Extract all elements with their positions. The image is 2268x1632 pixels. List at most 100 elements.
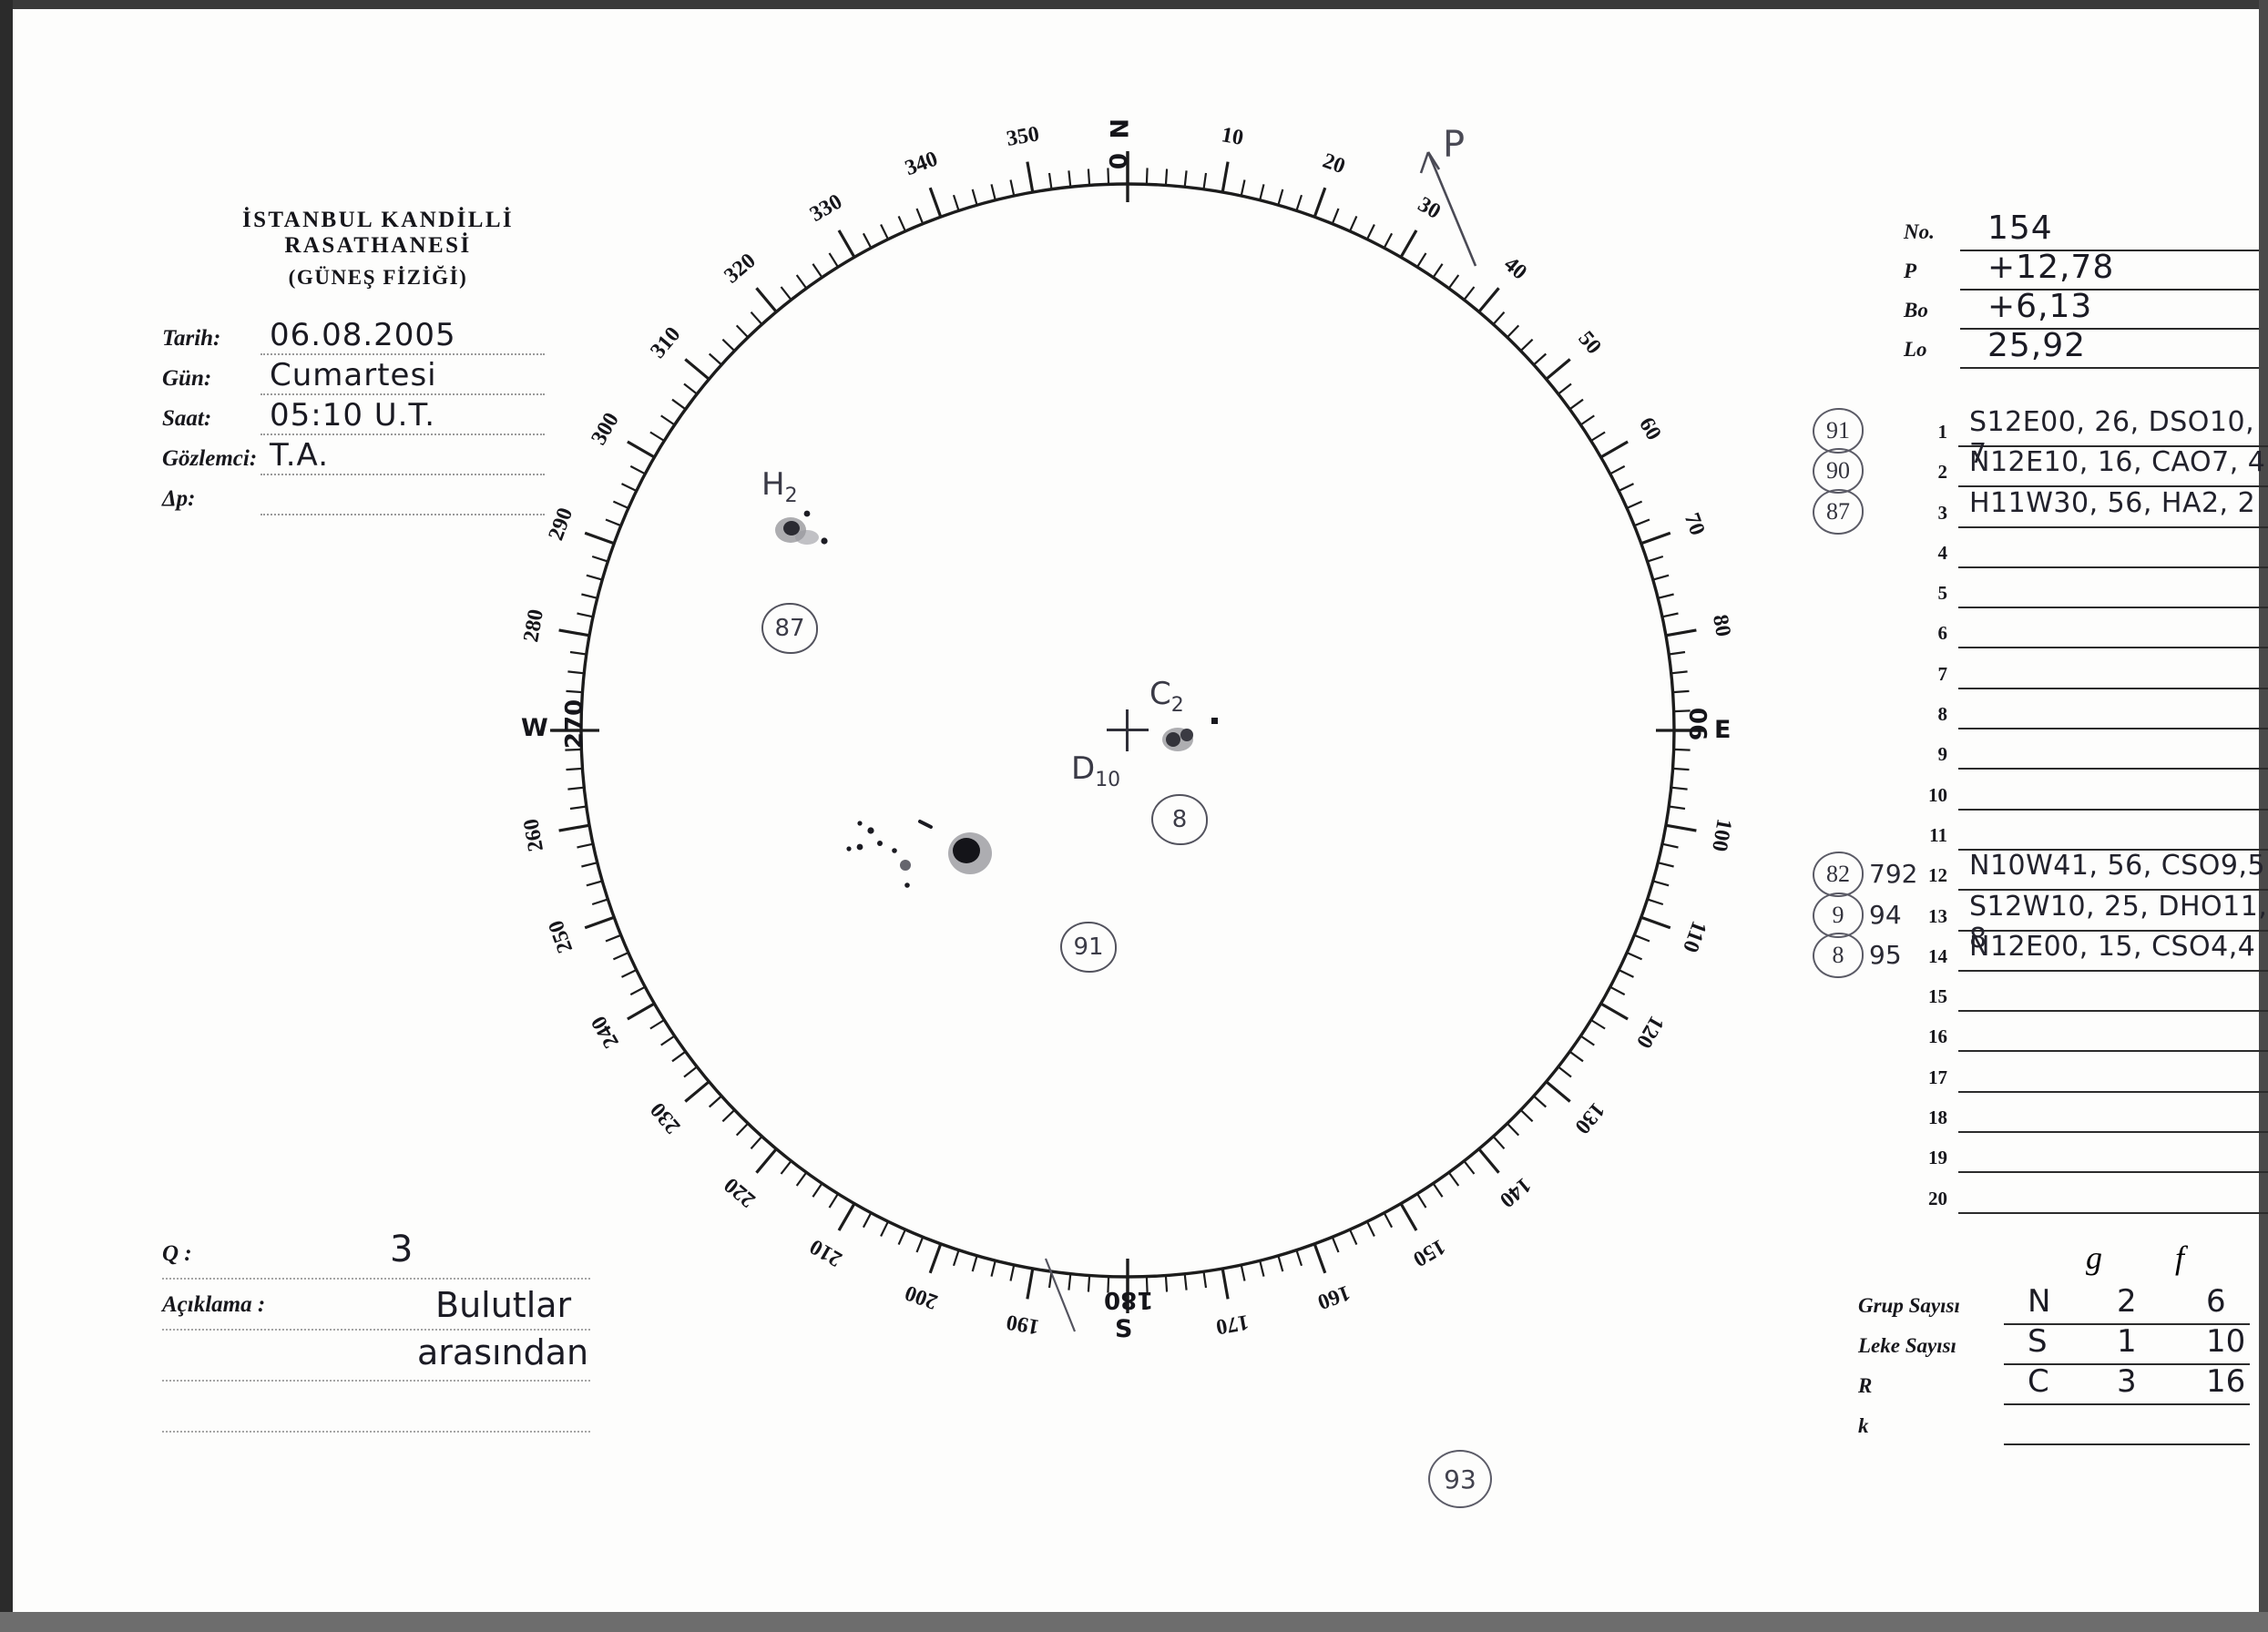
summary-row-k[interactable]: k bbox=[1858, 1409, 2250, 1449]
degree-tick-major bbox=[928, 187, 943, 218]
group-row[interactable]: 10 bbox=[1813, 775, 2268, 815]
degree-tick-minor bbox=[591, 555, 608, 563]
group-row[interactable]: 8 95 14 N12E00, 15, CSO4,4 bbox=[1813, 931, 2268, 978]
degree-tick-minor bbox=[780, 1160, 792, 1175]
cardinal-west-label: W bbox=[521, 714, 548, 742]
group-row[interactable]: 19 bbox=[1813, 1137, 2268, 1178]
degree-tick-minor bbox=[565, 709, 582, 713]
degree-label: 220 bbox=[720, 1173, 760, 1212]
degree-tick-minor bbox=[828, 252, 839, 268]
degree-tick-minor bbox=[1657, 593, 1674, 599]
group-row[interactable]: 11 bbox=[1813, 815, 2268, 855]
field-aciklama-blank[interactable] bbox=[162, 1387, 590, 1438]
group-row[interactable]: 7 bbox=[1813, 654, 2268, 694]
summary-grup-sayisi-c2: 2 bbox=[2117, 1283, 2137, 1320]
degree-tick-minor bbox=[1087, 168, 1091, 186]
param-lo[interactable]: Lo 25,92 bbox=[1904, 327, 2259, 373]
field-gun[interactable]: Gün: Cumartesi bbox=[162, 357, 545, 401]
field-tarih-value: 06.08.2005 bbox=[270, 317, 456, 353]
degree-label: 10 bbox=[1220, 123, 1245, 150]
group-row[interactable]: 17 bbox=[1813, 1057, 2268, 1097]
degree-tick-major bbox=[1599, 440, 1629, 459]
group-row-rule bbox=[1958, 647, 2268, 649]
summary-row-r[interactable]: R C 3 16 bbox=[1858, 1363, 2250, 1409]
field-aciklama-rule bbox=[162, 1329, 590, 1331]
param-bo[interactable]: Bo +6,13 bbox=[1904, 288, 2259, 334]
group-row[interactable]: 87 3 H11W30, 56, HA2, 2 bbox=[1813, 487, 2268, 535]
field-aciklama[interactable]: Açıklama : Bulutlar bbox=[162, 1285, 590, 1336]
summary-rule-1 bbox=[2004, 1323, 2250, 1325]
field-q-rule bbox=[162, 1278, 590, 1280]
degree-tick-minor bbox=[750, 1136, 763, 1150]
degree-tick-minor bbox=[1652, 880, 1670, 887]
group-row[interactable]: 9 bbox=[1813, 734, 2268, 774]
degree-label: 290 bbox=[545, 505, 578, 544]
degree-tick-minor bbox=[1240, 1264, 1246, 1281]
degree-tick-major bbox=[627, 440, 656, 459]
field-delta-p[interactable]: Δp: bbox=[162, 481, 545, 521]
group-label-h2-sub: 2 bbox=[784, 484, 798, 507]
group-row[interactable]: 91 1 S12E00, 26, DSO10, 7 bbox=[1813, 406, 2268, 470]
group-row-text: H11W30, 56, HA2, 2 bbox=[1969, 486, 2256, 519]
degree-tick-minor bbox=[569, 650, 587, 656]
degree-label: 170 bbox=[1214, 1310, 1251, 1339]
quality-and-note-block: Q : 3 Açıklama : Bulutlar arasından bbox=[162, 1229, 590, 1438]
group-row-index: 11 bbox=[1929, 823, 1947, 846]
degree-tick-minor bbox=[566, 767, 583, 771]
field-aciklama-value-line1: Bulutlar bbox=[435, 1285, 572, 1325]
param-p[interactable]: P +12,78 bbox=[1904, 249, 2259, 295]
param-bo-value: +6,13 bbox=[1987, 288, 2093, 325]
degree-tick-minor bbox=[812, 263, 823, 279]
group-row[interactable]: 15 bbox=[1813, 976, 2268, 1016]
field-tarih[interactable]: Tarih: 06.08.2005 bbox=[162, 317, 545, 361]
degree-tick-minor bbox=[897, 215, 907, 232]
sunspot-group-c2-drawing bbox=[1162, 718, 1218, 751]
degree-label: 230 bbox=[646, 1097, 685, 1137]
degree-tick-minor bbox=[1202, 172, 1208, 189]
group-row[interactable]: 82 792 12 N10W41, 56, CSO9,5 bbox=[1813, 850, 2268, 898]
summary-row-grup-sayisi[interactable]: Grup Sayısı N 2 6 bbox=[1858, 1283, 2250, 1329]
field-gozlemci-rule bbox=[261, 474, 545, 475]
group-row[interactable]: 6 bbox=[1813, 613, 2268, 653]
degree-label: 350 bbox=[1005, 122, 1041, 151]
degree-tick-minor bbox=[1609, 985, 1626, 996]
group-row-rule bbox=[1958, 485, 2268, 488]
degree-tick-minor bbox=[1164, 1275, 1169, 1292]
group-row[interactable]: 5 bbox=[1813, 573, 2268, 613]
degree-label: 150 bbox=[1409, 1234, 1449, 1271]
degree-tick-major bbox=[755, 287, 778, 313]
scan-edge-right bbox=[2259, 0, 2268, 1632]
degree-label: 210 bbox=[806, 1234, 846, 1271]
degree-label: 130 bbox=[1570, 1097, 1609, 1137]
field-gozlemci[interactable]: Gözlemci: T.A. bbox=[162, 437, 545, 481]
group-row-index: 18 bbox=[1928, 1107, 1947, 1129]
degree-tick-minor bbox=[1183, 170, 1188, 188]
group-row[interactable]: 9 94 13 S12W10, 25, DHO11, 8 bbox=[1813, 891, 2268, 954]
group-row[interactable]: 18 bbox=[1813, 1097, 2268, 1137]
degree-tick-minor bbox=[581, 862, 598, 868]
degree-tick-major bbox=[1221, 1268, 1230, 1300]
group-row[interactable]: 4 bbox=[1813, 533, 2268, 573]
group-label-d10: D10 bbox=[1071, 750, 1120, 791]
group-row-rule bbox=[1958, 566, 2268, 568]
degree-tick-minor bbox=[1331, 208, 1340, 225]
degree-tick-minor bbox=[605, 518, 622, 527]
degree-tick-minor bbox=[649, 431, 665, 442]
param-no[interactable]: No. 154 bbox=[1904, 209, 2259, 256]
summary-row-leke-sayisi[interactable]: Leke Sayısı S 1 10 bbox=[1858, 1323, 2250, 1369]
group-row[interactable]: 20 bbox=[1813, 1178, 2268, 1219]
field-q[interactable]: Q : 3 bbox=[162, 1229, 590, 1285]
degree-tick-minor bbox=[1533, 352, 1548, 366]
group-row[interactable]: 8 bbox=[1813, 694, 2268, 734]
degree-tick-major bbox=[1665, 823, 1697, 832]
field-saat[interactable]: Saat: 05:10 U.T. bbox=[162, 397, 545, 441]
group-row[interactable]: 16 bbox=[1813, 1016, 2268, 1056]
group-prefix-number: 95 bbox=[1869, 939, 1902, 970]
field-aciklama-cont[interactable]: arasından bbox=[162, 1332, 590, 1387]
summary-label-k: k bbox=[1858, 1414, 1869, 1437]
group-row[interactable]: 90 2 N12E10, 16, CAO7, 4 bbox=[1813, 446, 2268, 495]
degree-tick-minor bbox=[1331, 1236, 1340, 1253]
degree-tick-minor bbox=[1672, 767, 1690, 771]
degree-tick-minor bbox=[660, 414, 676, 426]
